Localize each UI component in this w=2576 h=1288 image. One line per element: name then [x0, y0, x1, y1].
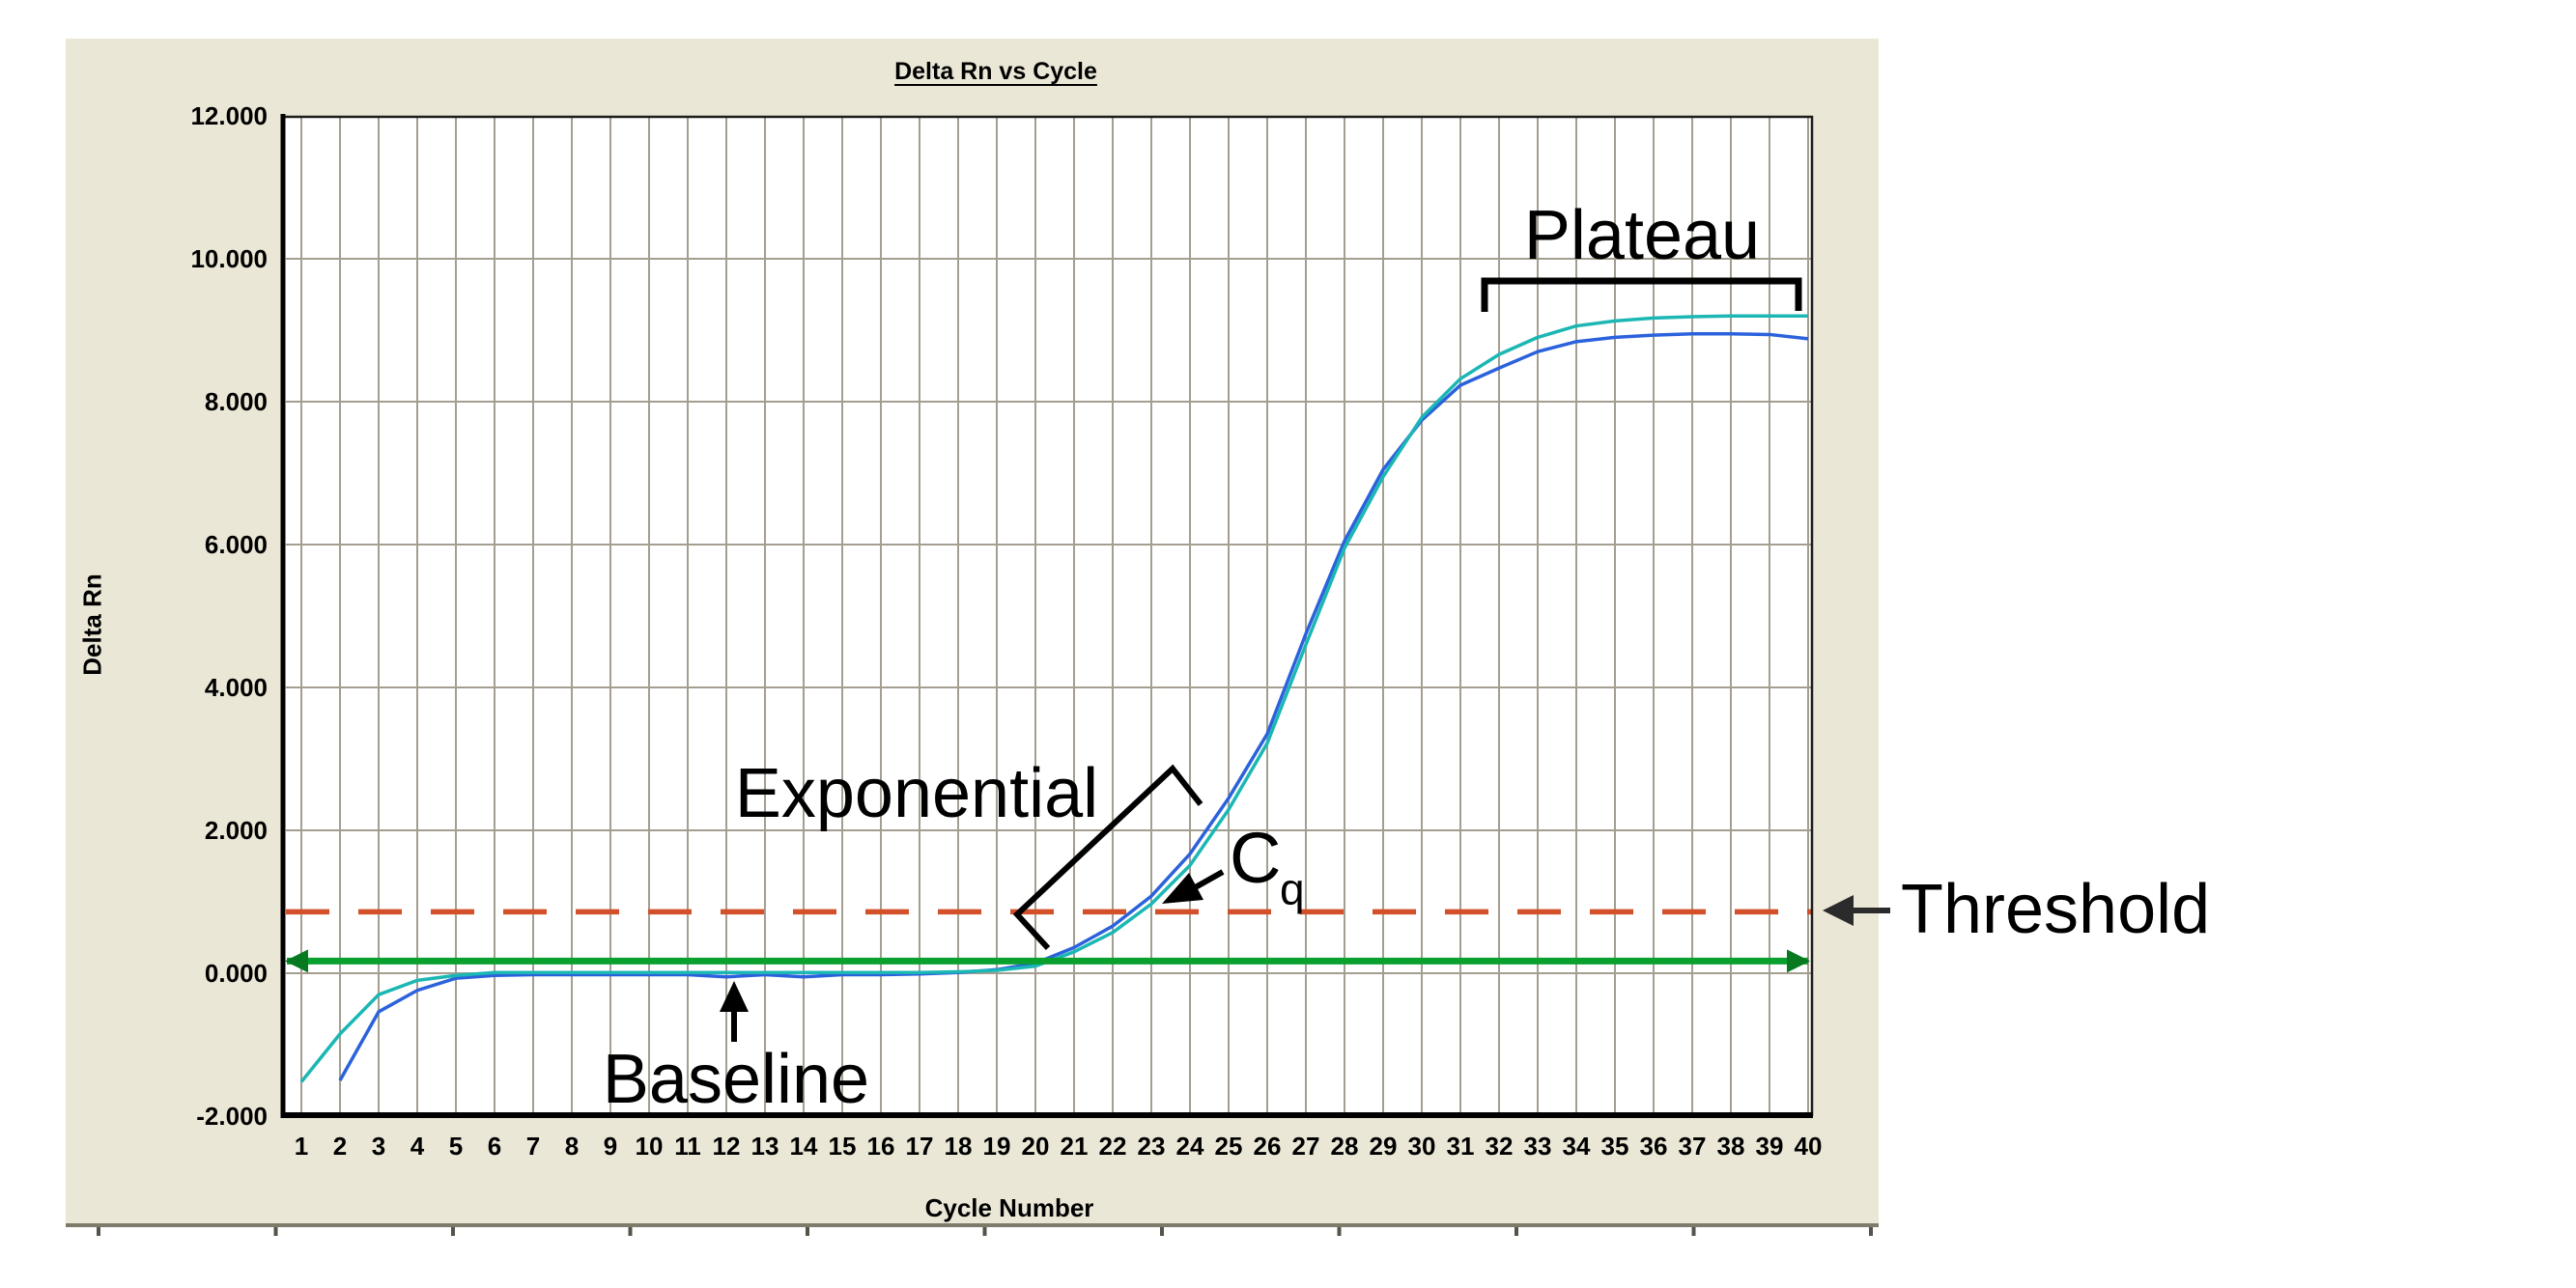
chart-title: Delta Rn vs Cycle [894, 58, 1097, 85]
x-tick-label: 24 [1175, 1132, 1204, 1161]
x-tick-label: 6 [487, 1132, 502, 1161]
plot-borders [280, 114, 1814, 1118]
x-tick-label: 2 [332, 1132, 348, 1161]
x-tick-label: 29 [1369, 1132, 1398, 1161]
y-tick-label: 10.000 [190, 244, 268, 273]
x-tick-label: 18 [944, 1132, 973, 1161]
y-tick-label: 0.000 [204, 959, 268, 988]
y-axis-title: Delta Rn [77, 574, 107, 676]
x-tick-label: 20 [1021, 1132, 1050, 1161]
annotation-graphics [720, 277, 1890, 1042]
x-tick-label: 19 [982, 1132, 1011, 1161]
x-tick-label: 23 [1137, 1132, 1166, 1161]
x-tick-label: 21 [1060, 1132, 1089, 1161]
x-tick-label: 5 [448, 1132, 464, 1161]
x-tick-label: 36 [1639, 1132, 1668, 1161]
amplification-curve-blue [338, 331, 1809, 1081]
x-tick-label: 31 [1446, 1132, 1475, 1161]
y-tick-label: 2.000 [204, 816, 268, 845]
cq-arrowhead-icon [1162, 873, 1203, 904]
annotation-threshold: Threshold [1901, 871, 2211, 948]
plateau-bracket [1481, 277, 1802, 312]
annotation-exponential: Exponential [734, 755, 1099, 832]
x-tick-label: 38 [1716, 1132, 1745, 1161]
x-tick-label: 37 [1678, 1132, 1707, 1161]
y-tick-label: 12.000 [190, 101, 268, 130]
y-axis-tick-labels: 12.000 10.000 8.000 6.000 4.000 2.000 0.000 -2.… [152, 0, 268, 1288]
threshold-arrowhead-icon [1823, 895, 1854, 926]
x-tick-label: 3 [371, 1132, 386, 1161]
x-tick-label: 30 [1407, 1132, 1436, 1161]
y-tick-label: 4.000 [204, 673, 268, 702]
x-tick-label: 27 [1291, 1132, 1320, 1161]
cq-arrow-shaft [1190, 869, 1225, 892]
x-tick-label: 33 [1523, 1132, 1552, 1161]
gridlines [286, 117, 1811, 1113]
x-tick-label: 26 [1253, 1132, 1282, 1161]
x-tick-label: 1 [294, 1132, 309, 1161]
annotation-plateau: Plateau [1523, 197, 1761, 274]
x-tick-label: 22 [1098, 1132, 1127, 1161]
x-axis-tick-labels: 1 2 3 4 5 6 7 8 9 10 11 12 13 14 15 16 17 18 19 20 21 22 23 24 2… [0, 1132, 2576, 1161]
x-tick-label: 9 [603, 1132, 618, 1161]
x-tick-label: 34 [1562, 1132, 1591, 1161]
baseline-left-arrowhead-icon [285, 949, 308, 973]
x-axis-title: Cycle Number [924, 1193, 1094, 1222]
x-tick-label: 14 [789, 1132, 818, 1161]
x-tick-label: 8 [564, 1132, 580, 1161]
exponential-bracket [1012, 764, 1203, 951]
y-tick-label: 6.000 [204, 530, 268, 559]
y-tick-label: 8.000 [204, 387, 268, 416]
x-tick-label: 32 [1485, 1132, 1514, 1161]
x-tick-label: 40 [1794, 1132, 1823, 1161]
baseline-right-arrowhead-icon [1787, 949, 1810, 973]
x-tick-label: 12 [712, 1132, 741, 1161]
x-tick-label: 4 [410, 1132, 425, 1161]
x-tick-label: 15 [828, 1132, 857, 1161]
x-tick-label: 28 [1330, 1132, 1359, 1161]
baseline-arrowhead-icon [720, 981, 749, 1012]
y-tick-label: -2.000 [196, 1102, 268, 1131]
x-tick-label: 16 [866, 1132, 895, 1161]
x-tick-label: 10 [635, 1132, 664, 1161]
annotation-cq: C [1230, 818, 1282, 898]
x-tick-label: 25 [1214, 1132, 1243, 1161]
panel-bottom-ruler [66, 1223, 1879, 1236]
x-tick-label: 17 [905, 1132, 934, 1161]
x-tick-label: 39 [1755, 1132, 1784, 1161]
baseline-line [285, 949, 1810, 973]
x-tick-label: 7 [525, 1132, 541, 1161]
x-tick-label: 35 [1600, 1132, 1629, 1161]
x-tick-label: 13 [750, 1132, 779, 1161]
x-tick-label: 11 [674, 1132, 701, 1161]
annotation-baseline: Baseline [602, 1041, 870, 1118]
annotation-cq-subscript: q [1280, 864, 1305, 914]
